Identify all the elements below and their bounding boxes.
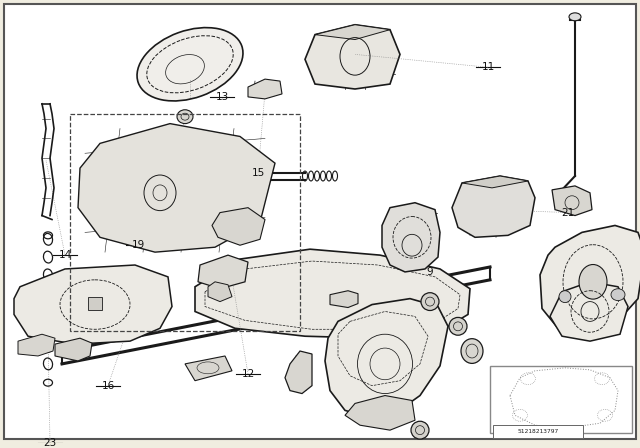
Polygon shape bbox=[285, 351, 312, 393]
Polygon shape bbox=[55, 338, 92, 361]
Bar bbox=[70, 114, 300, 331]
Polygon shape bbox=[330, 291, 358, 307]
Ellipse shape bbox=[559, 291, 571, 302]
Polygon shape bbox=[315, 25, 390, 39]
Text: 51218213797: 51218213797 bbox=[517, 429, 559, 434]
Text: 21: 21 bbox=[561, 207, 575, 218]
Text: 13: 13 bbox=[216, 92, 228, 102]
Polygon shape bbox=[540, 225, 640, 334]
Ellipse shape bbox=[449, 318, 467, 335]
Ellipse shape bbox=[569, 13, 581, 21]
Text: 19: 19 bbox=[131, 240, 145, 250]
Polygon shape bbox=[198, 255, 248, 289]
Polygon shape bbox=[305, 25, 400, 89]
Polygon shape bbox=[345, 396, 415, 430]
Ellipse shape bbox=[611, 289, 625, 301]
Polygon shape bbox=[208, 282, 232, 302]
Bar bbox=[88, 297, 102, 310]
Text: 15: 15 bbox=[252, 168, 264, 178]
Ellipse shape bbox=[411, 421, 429, 439]
Ellipse shape bbox=[579, 264, 607, 299]
Polygon shape bbox=[552, 186, 592, 215]
Polygon shape bbox=[325, 299, 448, 417]
Polygon shape bbox=[14, 265, 172, 344]
Polygon shape bbox=[462, 176, 528, 188]
Polygon shape bbox=[185, 356, 232, 381]
Ellipse shape bbox=[421, 293, 439, 310]
Polygon shape bbox=[195, 249, 470, 338]
Polygon shape bbox=[550, 282, 628, 341]
Polygon shape bbox=[18, 334, 55, 356]
Text: 11: 11 bbox=[481, 62, 495, 72]
Polygon shape bbox=[452, 176, 535, 237]
Text: 9: 9 bbox=[427, 267, 433, 277]
Polygon shape bbox=[382, 202, 440, 272]
Ellipse shape bbox=[461, 339, 483, 363]
Bar bbox=[490, 366, 632, 433]
Polygon shape bbox=[248, 79, 282, 99]
Ellipse shape bbox=[177, 110, 193, 124]
Text: 14: 14 bbox=[58, 250, 72, 260]
Ellipse shape bbox=[137, 28, 243, 101]
Text: 16: 16 bbox=[101, 381, 115, 391]
Text: 23: 23 bbox=[44, 438, 56, 448]
Bar bbox=[493, 425, 583, 438]
Polygon shape bbox=[78, 124, 275, 252]
Text: 12: 12 bbox=[241, 369, 255, 379]
Polygon shape bbox=[212, 208, 265, 245]
